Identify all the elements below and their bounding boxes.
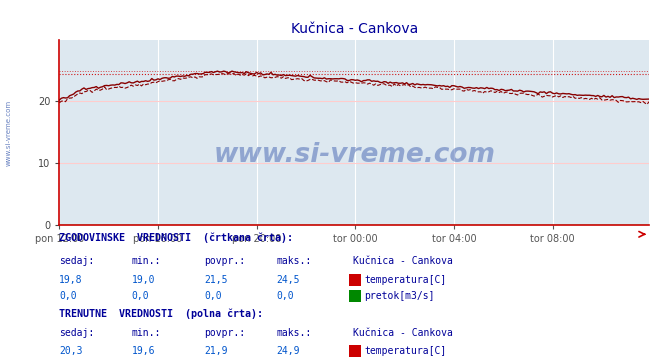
Text: ZGODOVINSKE  VREDNOSTI  (črtkana črta):: ZGODOVINSKE VREDNOSTI (črtkana črta): xyxy=(59,233,293,243)
Text: Kučnica - Cankova: Kučnica - Cankova xyxy=(353,256,453,266)
Text: www.si-vreme.com: www.si-vreme.com xyxy=(214,141,495,167)
Text: 19,6: 19,6 xyxy=(132,346,156,356)
Text: povpr.:: povpr.: xyxy=(204,328,245,338)
Title: Kučnica - Cankova: Kučnica - Cankova xyxy=(291,22,418,36)
Text: TRENUTNE  VREDNOSTI  (polna črta):: TRENUTNE VREDNOSTI (polna črta): xyxy=(59,308,264,319)
Text: 0,0: 0,0 xyxy=(277,291,295,301)
Text: www.si-vreme.com: www.si-vreme.com xyxy=(5,100,11,166)
Text: 0,0: 0,0 xyxy=(132,291,150,301)
Text: temperatura[C]: temperatura[C] xyxy=(364,275,447,285)
Text: Kučnica - Cankova: Kučnica - Cankova xyxy=(353,328,453,338)
Text: temperatura[C]: temperatura[C] xyxy=(364,346,447,356)
Text: 0,0: 0,0 xyxy=(204,291,222,301)
Text: povpr.:: povpr.: xyxy=(204,256,245,266)
Text: 19,8: 19,8 xyxy=(59,275,83,285)
Text: 21,9: 21,9 xyxy=(204,346,228,356)
Text: min.:: min.: xyxy=(132,328,161,338)
Text: sedaj:: sedaj: xyxy=(59,328,94,338)
Text: 0,0: 0,0 xyxy=(59,291,77,301)
Text: maks.:: maks.: xyxy=(277,328,312,338)
Text: 19,0: 19,0 xyxy=(132,275,156,285)
Text: min.:: min.: xyxy=(132,256,161,266)
Text: maks.:: maks.: xyxy=(277,256,312,266)
Text: 24,9: 24,9 xyxy=(277,346,301,356)
Text: 24,5: 24,5 xyxy=(277,275,301,285)
Text: 21,5: 21,5 xyxy=(204,275,228,285)
Text: sedaj:: sedaj: xyxy=(59,256,94,266)
Text: 20,3: 20,3 xyxy=(59,346,83,356)
Text: pretok[m3/s]: pretok[m3/s] xyxy=(364,291,435,301)
